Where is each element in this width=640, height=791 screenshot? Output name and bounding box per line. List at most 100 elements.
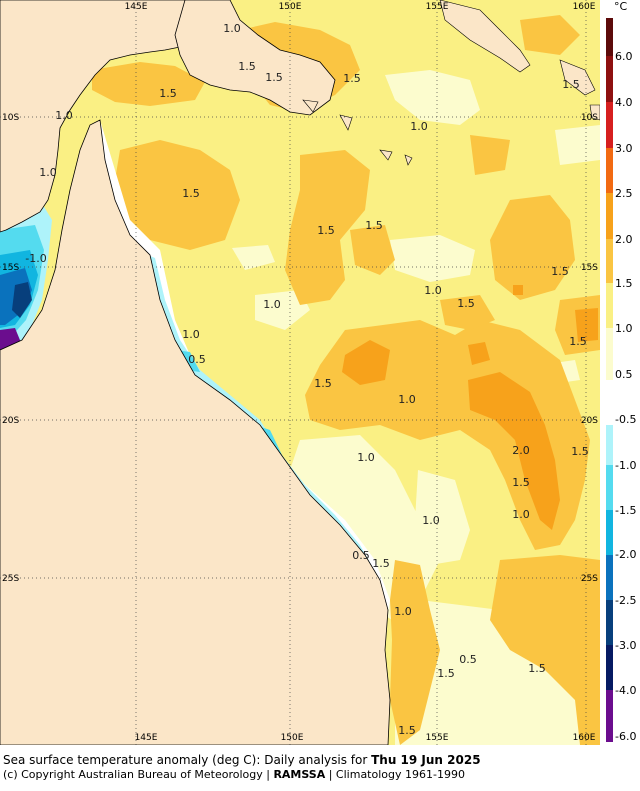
legend-label: -3.0 [615, 639, 636, 652]
legend-label: 2.5 [615, 187, 633, 200]
land-islands [302, 0, 601, 166]
contour-label: 1.5 [182, 187, 200, 200]
legend-label: -6.0 [615, 730, 636, 743]
map-caption-title: Sea surface temperature anomaly (deg C):… [3, 753, 481, 767]
land-australia [0, 119, 391, 746]
lat-label-right: 20S [581, 416, 598, 426]
ramssa-brand: RAMSSA [273, 768, 326, 781]
contour-label: 1.0 [182, 328, 200, 341]
contour-label: -1.0 [25, 252, 46, 265]
legend-swatch [606, 102, 613, 148]
contour-label: 1.0 [410, 120, 428, 133]
legend-swatch [606, 56, 613, 102]
contour-label: 1.5 [265, 71, 283, 84]
contour-label: 1.0 [39, 166, 57, 179]
legend-label: -0.5 [615, 413, 636, 426]
lat-label-left: 10S [2, 113, 19, 123]
contour-label: 1.5 [317, 224, 335, 237]
contour-label: 0.5 [188, 353, 206, 366]
contour-label: 0.5 [352, 549, 370, 562]
land-new-guinea [174, 0, 336, 116]
lon-label-bottom: 155E [426, 733, 449, 743]
lon-label-bottom: 160E [573, 733, 596, 743]
contour-label: 0.5 [459, 653, 477, 666]
contour-label: 1.5 [457, 297, 475, 310]
legend-swatch [606, 690, 613, 742]
legend-label: -2.0 [615, 548, 636, 561]
legend-label: -2.5 [615, 594, 636, 607]
lat-label-right: 10S [581, 113, 598, 123]
legend-swatch [606, 555, 613, 600]
legend-swatch [606, 239, 613, 283]
legend-label: -1.0 [615, 459, 636, 472]
contour-label: 1.5 [372, 557, 390, 570]
legend-swatch [606, 510, 613, 555]
contour-label: 1.0 [398, 393, 416, 406]
legend-label: -1.5 [615, 504, 636, 517]
gulf-cold-anomaly [0, 200, 52, 352]
contour-label: 1.5 [562, 78, 580, 91]
contour-labels: 1.0 1.5 1.5 1.5 1.5 1.0 1.0 1.0 1.5 1.5 … [25, 22, 588, 737]
legend-swatch [606, 18, 613, 56]
lon-label-bottom: 145E [135, 733, 158, 743]
lat-label-left: 20S [2, 416, 19, 426]
contour-label: 1.5 [343, 72, 361, 85]
lat-label-left: 15S [2, 263, 19, 273]
legend-swatch [606, 193, 613, 239]
legend-swatches [606, 18, 613, 742]
graticule [0, 0, 600, 745]
lat-label-right: 25S [581, 574, 598, 584]
anomaly-2.0-2.5-areas [268, 68, 598, 530]
sst-anomaly-map: 145E 150E 155E 160E 145E 150E 155E 160E … [0, 0, 601, 746]
lon-label-top: 145E [125, 2, 148, 12]
contour-label: 1.5 [569, 335, 587, 348]
contour-label: 1.0 [263, 298, 281, 311]
analysis-date: Thu 19 Jun 2025 [371, 753, 481, 767]
legend-label: 4.0 [615, 96, 633, 109]
latitude-labels: 10S 15S 20S 25S 10S 15S 20S 25S [2, 113, 598, 584]
legend-label: 0.5 [615, 368, 633, 381]
legend-swatch [606, 425, 613, 465]
legend-swatch [606, 465, 613, 510]
legend-label: 2.0 [615, 233, 633, 246]
legend-swatch [606, 148, 613, 193]
lon-label-top: 150E [279, 2, 302, 12]
legend-label: 1.5 [615, 277, 633, 290]
legend-swatch [606, 283, 613, 328]
legend-unit: °C [614, 0, 628, 13]
legend-swatch [606, 645, 613, 690]
contour-label: 1.0 [512, 508, 530, 521]
contour-label: 1.5 [365, 219, 383, 232]
legend-label: 3.0 [615, 142, 633, 155]
legend-swatch [606, 600, 613, 645]
copyright-text: (c) Copyright Australian Bureau of Meteo… [3, 768, 274, 781]
contour-label: 2.0 [512, 444, 530, 457]
lat-label-left: 25S [2, 574, 19, 584]
legend-canvas: °C 6.0 4.0 3.0 2.5 2.0 1.5 1.0 0.5 -0.5 … [606, 0, 636, 743]
climatology-text: | Climatology 1961-1990 [325, 768, 465, 781]
contour-label: 1.5 [551, 265, 569, 278]
legend-label: 6.0 [615, 50, 633, 63]
lon-label-top: 160E [573, 2, 596, 12]
lon-label-bottom: 150E [281, 733, 304, 743]
longitude-labels: 145E 150E 155E 160E 145E 150E 155E 160E [125, 2, 596, 743]
lat-label-right: 15S [581, 263, 598, 273]
map-canvas: 145E 150E 155E 160E 145E 150E 155E 160E … [0, 0, 601, 746]
contour-label: 1.0 [394, 605, 412, 618]
contour-label: 1.0 [357, 451, 375, 464]
contour-label: 1.5 [159, 87, 177, 100]
contour-label: 1.5 [238, 60, 256, 73]
contour-label: 1.5 [398, 724, 416, 737]
legend-label: 1.0 [615, 322, 633, 335]
contour-label: 1.5 [512, 476, 530, 489]
legend-label: -4.0 [615, 684, 636, 697]
caption-prefix: Sea surface temperature anomaly (deg C):… [3, 753, 372, 767]
lon-label-top: 155E [426, 2, 449, 12]
contour-label: 1.0 [422, 514, 440, 527]
contour-label: 1.0 [55, 109, 73, 122]
contour-label: 1.5 [528, 662, 546, 675]
contour-label: 1.0 [223, 22, 241, 35]
contour-label: 1.5 [571, 445, 589, 458]
legend-swatch [606, 328, 613, 380]
contour-label: 1.5 [437, 667, 455, 680]
